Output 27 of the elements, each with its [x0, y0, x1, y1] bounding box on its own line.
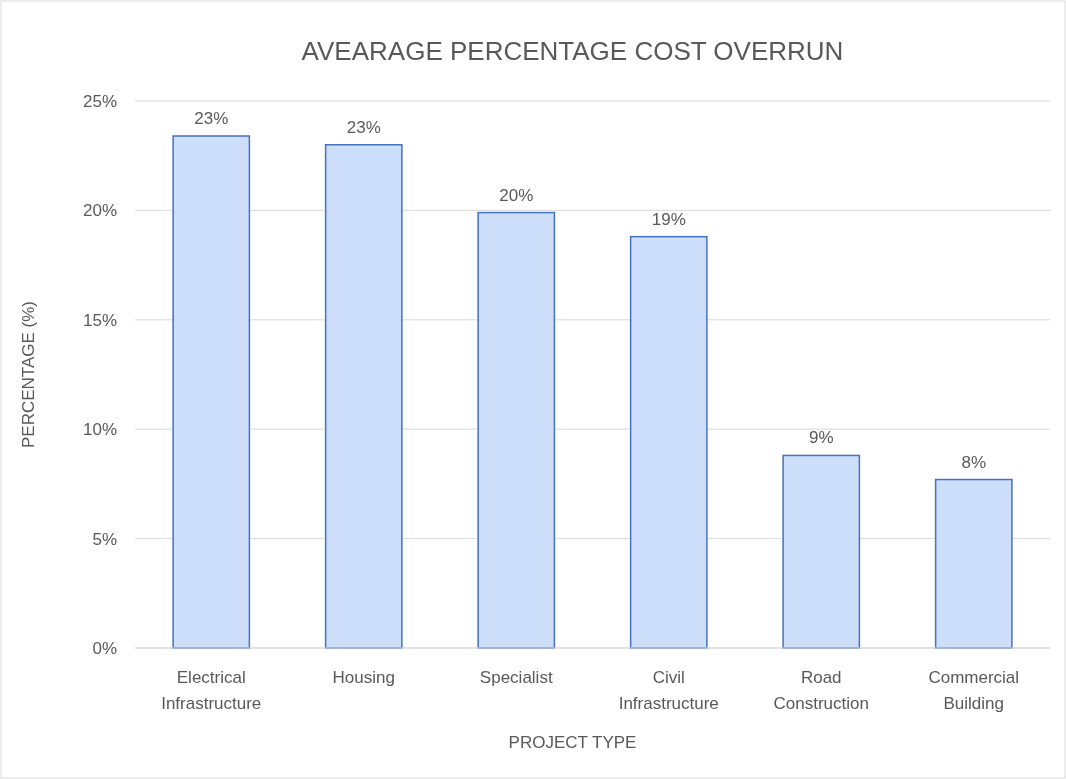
- data-label: 8%: [961, 452, 987, 472]
- x-tick-label: Housing: [332, 668, 395, 687]
- data-label: 19%: [651, 209, 686, 229]
- bar: [477, 211, 556, 649]
- y-tick-label: 5%: [92, 529, 117, 549]
- y-tick-label: 25%: [82, 91, 117, 111]
- bar: [172, 135, 251, 649]
- x-tick-label: Electrical Infrastructure: [161, 668, 262, 713]
- y-axis-title: PERCENTAGE (%): [19, 300, 38, 449]
- y-tick-label: 15%: [82, 310, 117, 330]
- data-label: 20%: [499, 185, 534, 205]
- data-label: 9%: [808, 428, 834, 448]
- y-tick-label: 0%: [92, 638, 117, 658]
- bar: [934, 478, 1013, 649]
- chart-title: AVEARAGE PERCENTAGE COST OVERRUN: [301, 36, 844, 66]
- y-tick-label: 10%: [82, 420, 117, 440]
- x-tick-label: Civil Infrastructure: [618, 668, 719, 713]
- bar: [324, 144, 403, 649]
- x-tick-label: Specialist: [479, 668, 553, 687]
- bar: [629, 235, 708, 649]
- data-label: 23%: [346, 117, 381, 137]
- bar: [782, 454, 861, 649]
- y-tick-label: 20%: [82, 201, 117, 221]
- x-tick-label: Road Construction: [773, 668, 869, 713]
- x-tick-label: Commercial Building: [928, 668, 1020, 713]
- x-axis-title: PROJECT TYPE: [508, 733, 637, 752]
- data-label: 23%: [194, 109, 229, 129]
